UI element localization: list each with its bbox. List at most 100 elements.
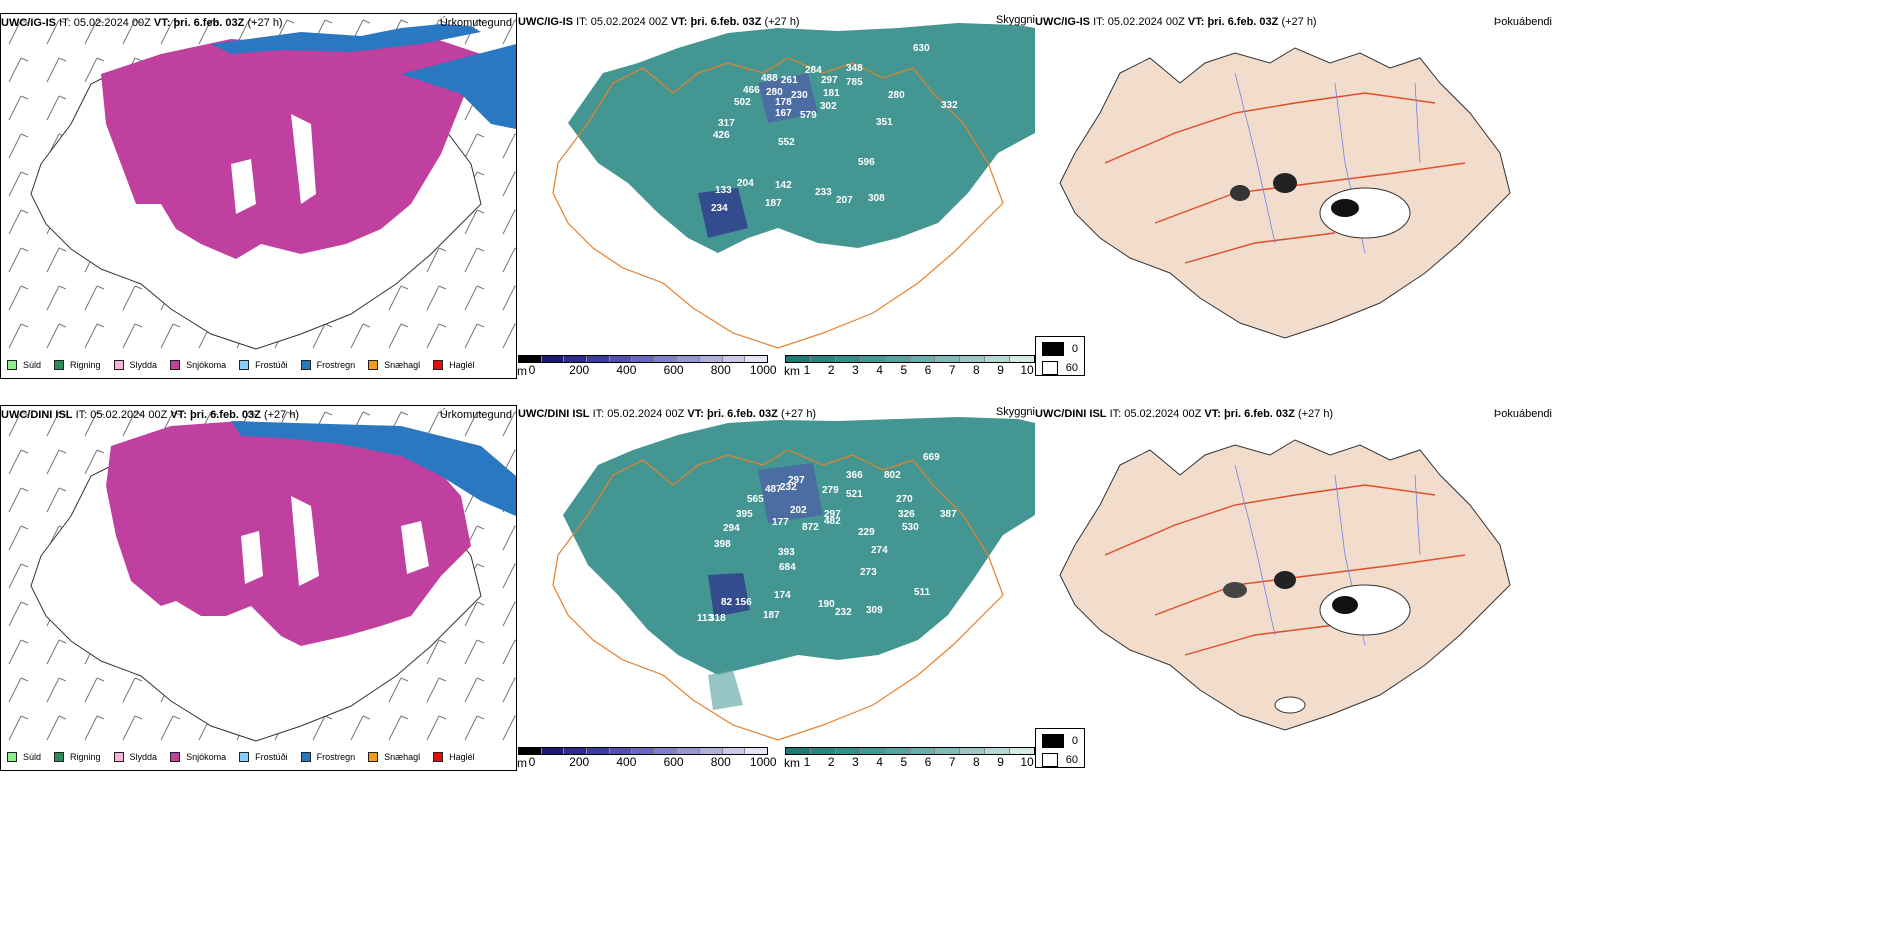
it-value: 05.02.2024 00Z xyxy=(90,409,168,421)
precip-type-panel-2: UWC/DINI ISL IT: 05.02.2024 00Z VT: þri.… xyxy=(0,405,517,771)
legend-item: Snjókoma xyxy=(170,752,226,762)
legend-label: Rigning xyxy=(70,360,101,370)
colorbar-tick: 600 xyxy=(663,363,684,377)
fog-legend-1: 0 60 xyxy=(1035,336,1085,376)
cloud-base-label: 521 xyxy=(846,489,863,500)
cloud-base-label: 232 xyxy=(780,482,797,493)
legend-swatch xyxy=(239,752,250,762)
colorbar-unit: m xyxy=(517,364,527,378)
legend-item: Haglél xyxy=(433,360,475,370)
colorbar-cells xyxy=(518,747,768,755)
fog-legend-label: 60 xyxy=(1065,362,1078,374)
cloud-base-label: 387 xyxy=(940,509,957,520)
cloud-base-label: 274 xyxy=(871,545,888,556)
cloud-base-label: 230 xyxy=(791,90,808,101)
cloud-base-label: 426 xyxy=(713,130,730,141)
precip-title: Úrkomutegund xyxy=(439,409,512,421)
cloud-base-label: 133 xyxy=(715,185,732,196)
lead-time: (+27 h) xyxy=(1297,408,1334,420)
cloud-base-label: 174 xyxy=(774,590,791,601)
lead-time: (+27 h) xyxy=(1281,16,1317,28)
legend-swatch xyxy=(113,360,124,370)
precip-map-2 xyxy=(1,406,516,746)
cloud-base-label: 502 xyxy=(734,97,751,108)
cloudbase-colorbar: km 1 2 3 4 5 6 7 8 9 10 xyxy=(784,747,1035,770)
colorbar-tick: 1 xyxy=(803,755,811,769)
cloud-base-label: 279 xyxy=(822,485,839,496)
colorbar-unit: km xyxy=(784,364,800,378)
cloud-base-label: 630 xyxy=(913,43,930,54)
colorbar-tick: 800 xyxy=(710,363,731,377)
fog-legend-item: 0 xyxy=(1042,342,1078,356)
legend-item: Frostregn xyxy=(300,360,355,370)
colorbar-tick: 400 xyxy=(616,363,637,377)
cloud-base-label: 142 xyxy=(775,180,792,191)
cloud-base-label: 351 xyxy=(876,117,893,128)
model-name: UWC/DINI ISL xyxy=(518,408,590,420)
cloud-base-label: 482 xyxy=(824,516,841,527)
vt-value: þri. 6.feb. 03Z xyxy=(189,409,261,421)
legend-label: Súld xyxy=(23,360,42,370)
cloud-base-label: 204 xyxy=(737,178,754,189)
legend-label: Snjókoma xyxy=(186,752,227,762)
colorbar-tick: 800 xyxy=(710,755,731,769)
colorbar-tick: 6 xyxy=(924,363,932,377)
elevation-colorbar: m 0 200 400 600 800 1000 xyxy=(517,355,777,378)
legend-item: Súld xyxy=(7,752,41,762)
legend-label: Frostúði xyxy=(255,752,288,762)
colorbar-tick: 3 xyxy=(852,363,859,377)
it-label: IT: xyxy=(592,408,605,420)
precip-type-panel-1: UWC/IG-IS IT: 05.02.2024 00Z VT: þri. 6.… xyxy=(0,13,517,379)
cloudbase-colorbar: km 1 2 3 4 5 6 7 8 9 10 xyxy=(784,355,1035,378)
cloud-base-label: 317 xyxy=(718,118,735,129)
it-label: IT: xyxy=(1093,16,1105,28)
colorbar-tick: 2 xyxy=(827,363,835,377)
fog-swatch xyxy=(1042,342,1064,356)
fog-legend-label: 0 xyxy=(1071,343,1078,355)
colorbar-tick: 4 xyxy=(876,363,883,377)
fog-map-1 xyxy=(1059,47,1511,339)
cloud-base-label: 802 xyxy=(884,470,901,481)
fog-legend-item: 0 xyxy=(1042,734,1078,748)
cloud-title: Skyggni xyxy=(995,406,1035,418)
legend-swatch xyxy=(300,360,311,370)
colorbar-tick: 1000 xyxy=(749,363,777,377)
legend-item: Snæhagl xyxy=(368,752,420,762)
cloud-base-label: 297 xyxy=(824,509,841,520)
cloud-title: Skyggni xyxy=(995,14,1035,26)
cloud-base-label: 318 xyxy=(709,613,726,624)
colorbar-tick: 1000 xyxy=(749,755,777,769)
legend-item: Frostregn xyxy=(300,752,355,762)
legend-label: Snjókoma xyxy=(186,360,227,370)
cloud-base-label: 202 xyxy=(790,505,807,516)
colorbar-tick: 5 xyxy=(900,363,908,377)
legend-label: Slydda xyxy=(129,360,158,370)
cloud-base-label: 113 xyxy=(697,613,714,624)
cloud-base-label: 294 xyxy=(723,523,740,534)
colorbar-tick: 2 xyxy=(827,755,835,769)
fog-title: Þokuábendi xyxy=(1493,16,1552,28)
cloud-base-label: 488 xyxy=(761,73,778,84)
colorbar-unit: m xyxy=(517,756,527,770)
lead-time: (+27 h) xyxy=(263,409,300,421)
cloud-base-label: 565 xyxy=(747,494,764,505)
legend-swatch xyxy=(170,752,181,762)
precip-legend: Súld Rigning Slydda Snjókoma Frostúði Fr… xyxy=(7,360,488,370)
cloud-base-label: 393 xyxy=(778,547,795,558)
cloud-base-label: 232 xyxy=(835,607,852,618)
colorbar-tick: 200 xyxy=(569,755,590,769)
fog-swatch xyxy=(1042,734,1064,748)
legend-swatch xyxy=(113,752,124,762)
lead-time: (+27 h) xyxy=(780,408,817,420)
it-label: IT: xyxy=(75,409,88,421)
cloud-base-label: 229 xyxy=(858,527,875,538)
model-name: UWC/DINI ISL xyxy=(1035,408,1107,420)
cloud-base-label: 280 xyxy=(888,90,905,101)
precip-title: Úrkomutegund xyxy=(439,17,512,29)
it-value: 05.02.2024 00Z xyxy=(1124,408,1202,420)
precip-map-1 xyxy=(1,14,516,354)
fog-legend-item: 60 xyxy=(1042,361,1078,375)
legend-label: Rigning xyxy=(70,752,101,762)
